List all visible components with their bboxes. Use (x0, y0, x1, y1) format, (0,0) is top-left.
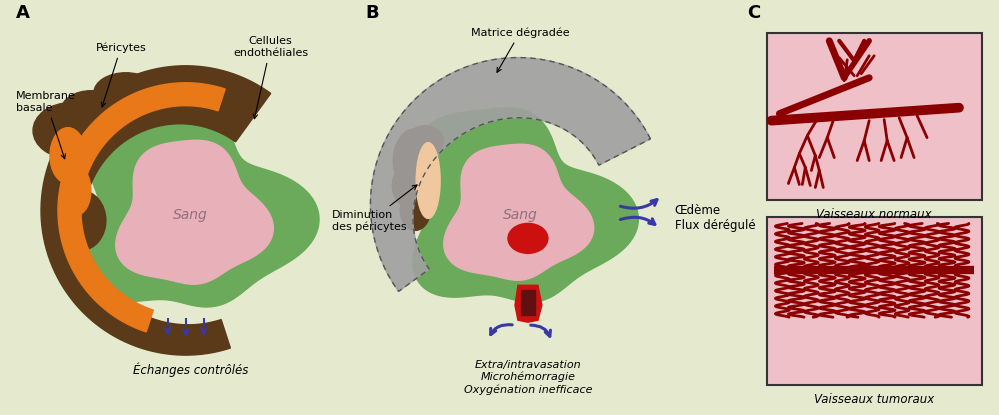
Text: Sang: Sang (502, 208, 537, 222)
Text: Matrice dégradée: Matrice dégradée (471, 27, 569, 72)
Text: Sang: Sang (173, 208, 208, 222)
Text: Vaisseaux normaux: Vaisseaux normaux (816, 208, 932, 222)
Ellipse shape (50, 128, 86, 183)
Text: Péricytes: Péricytes (96, 42, 146, 107)
Ellipse shape (33, 103, 109, 159)
Text: Membrane
basale: Membrane basale (16, 91, 76, 159)
Text: Cellules
endothéliales: Cellules endothéliales (233, 36, 308, 119)
Polygon shape (41, 66, 271, 355)
Polygon shape (84, 103, 319, 307)
Polygon shape (444, 144, 593, 280)
Text: Vaisseaux tumoraux: Vaisseaux tumoraux (814, 393, 934, 406)
Polygon shape (58, 83, 225, 332)
Ellipse shape (394, 129, 438, 193)
Ellipse shape (393, 164, 429, 208)
Ellipse shape (56, 190, 106, 250)
Text: B: B (366, 4, 379, 22)
Ellipse shape (417, 143, 441, 218)
Polygon shape (371, 58, 650, 291)
Polygon shape (413, 108, 638, 302)
Polygon shape (116, 140, 274, 284)
Text: Extra/intravasation
Microhémorragie
Oxygénation inefficace: Extra/intravasation Microhémorragie Oxyg… (464, 360, 592, 395)
Text: Œdème
Flux dérégulé: Œdème Flux dérégulé (674, 205, 755, 232)
Ellipse shape (507, 223, 547, 253)
Ellipse shape (61, 91, 121, 131)
Ellipse shape (94, 73, 158, 112)
Polygon shape (520, 290, 534, 315)
Bar (767, 33, 982, 200)
Ellipse shape (408, 126, 444, 156)
Text: Échanges contrôlés: Échanges contrôlés (133, 362, 249, 377)
Text: Diminution
des péricytes: Diminution des péricytes (333, 185, 417, 232)
Bar (767, 217, 982, 385)
Polygon shape (514, 285, 541, 322)
Ellipse shape (401, 190, 431, 230)
Text: C: C (747, 4, 760, 22)
Ellipse shape (61, 166, 91, 215)
Text: A: A (16, 4, 30, 22)
